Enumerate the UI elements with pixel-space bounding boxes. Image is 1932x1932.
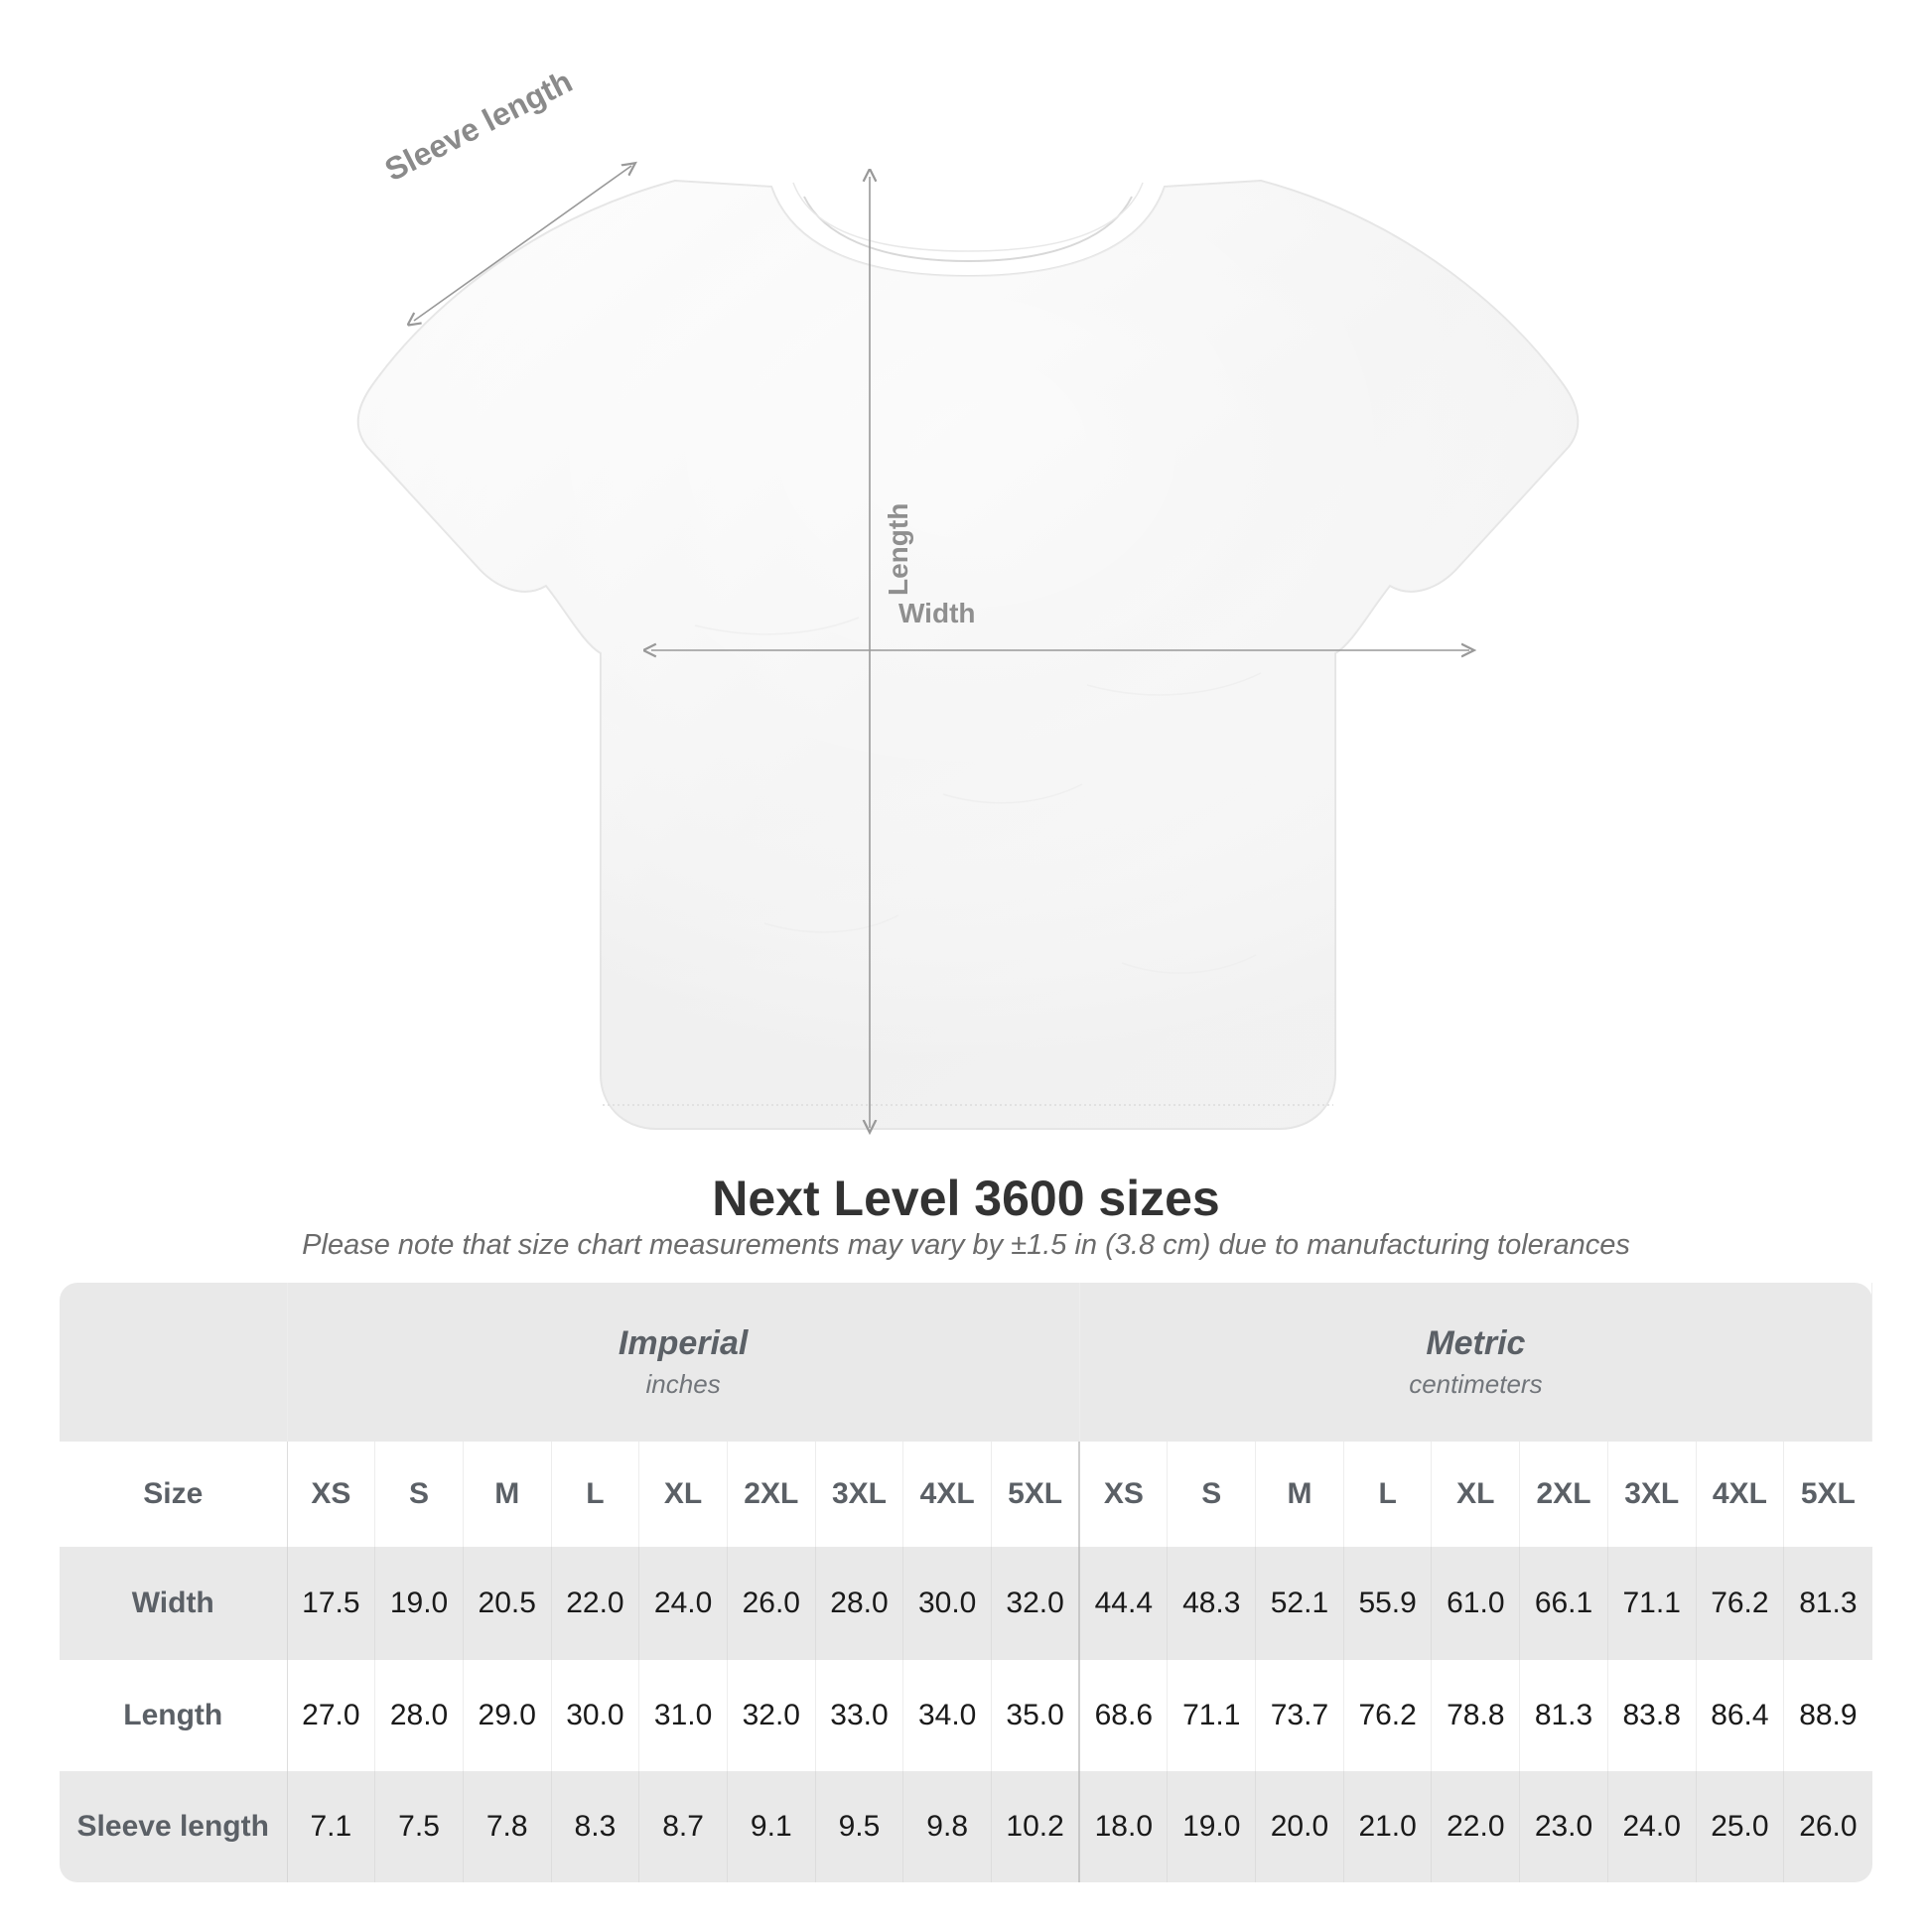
svg-text:Width: Width bbox=[898, 598, 976, 628]
svg-text:Sleeve length: Sleeve length bbox=[379, 64, 578, 189]
svg-text:Length: Length bbox=[883, 503, 913, 596]
